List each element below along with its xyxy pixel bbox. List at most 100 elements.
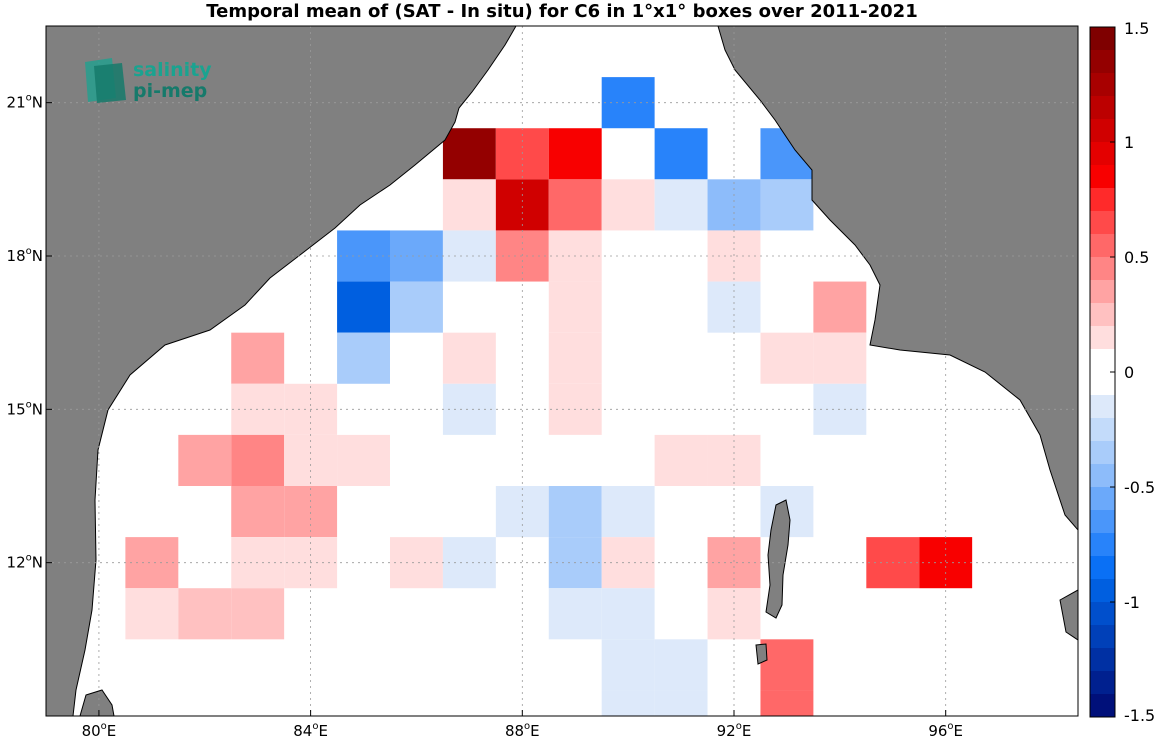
colorbar-tick-label: -1: [1124, 593, 1140, 612]
logo-line2: pi-mep: [133, 80, 207, 102]
cell-85E-17N: [337, 281, 390, 333]
colorbar-level: [1090, 50, 1115, 74]
logo-line1: salinity: [133, 59, 212, 81]
cell-83E-16N: [231, 332, 285, 384]
cell-92E-17N: [707, 281, 761, 333]
land-bangladesh-myanmar: [717, 26, 1078, 531]
cell-91E-9N: [654, 690, 708, 716]
land-little-andaman: [755, 643, 768, 665]
colorbar-level: [1090, 280, 1115, 304]
y-tick-label: 12oN: [7, 553, 43, 572]
cell-90E-13N: [601, 486, 655, 538]
cell-87E-12N: [442, 537, 496, 589]
cell-92E-11N: [707, 588, 761, 640]
cell-92E-12N: [707, 537, 761, 589]
x-tick-label: 96oE: [928, 721, 963, 740]
cell-87E-18N: [442, 230, 496, 282]
colorbar-tick-label: 0.5: [1124, 248, 1149, 267]
cell-92E-14N: [707, 434, 761, 486]
colorbar-level: [1090, 533, 1115, 557]
colorbar-level: [1090, 602, 1115, 626]
colorbar: 1.5 1 0.5 0 -0.5 -1 -1.5: [1089, 19, 1155, 725]
x-tick-label: 84oE: [293, 721, 328, 740]
cell-89E-13N: [548, 486, 602, 538]
colorbar-level: [1090, 211, 1115, 235]
cell-90E-11N: [601, 588, 655, 640]
cell-87E-19N: [442, 179, 496, 231]
cell-89E-20N: [548, 128, 602, 180]
cell-89E-11N: [548, 588, 602, 640]
logo-mark-front: [94, 63, 126, 103]
cell-91E-14N: [654, 434, 708, 486]
y-tick-label: 18oN: [7, 246, 43, 265]
cell-89E-17N: [548, 281, 602, 333]
cell-94E-16N: [813, 332, 867, 384]
cell-93E-9N: [760, 690, 814, 716]
longitude-axis: 80oE 84oE 88oE 92oE 96oE: [82, 710, 963, 740]
colorbar-level: [1090, 142, 1115, 166]
colorbar-tick-label: 1.5: [1124, 19, 1149, 38]
graticule: [46, 26, 1078, 716]
cell-91E-19N: [654, 179, 708, 231]
land-sri-lanka: [79, 689, 115, 716]
cell-82E-14N: [178, 434, 232, 486]
y-tick-label: 15oN: [7, 399, 43, 418]
cell-86E-17N: [390, 281, 443, 333]
cell-83E-13N: [231, 486, 285, 538]
colorbar-level: [1090, 303, 1115, 327]
cell-91E-20N: [654, 128, 708, 180]
colorbar-level: [1090, 487, 1115, 511]
colorbar-level: [1090, 257, 1115, 281]
colorbar-tick-label: 0: [1124, 363, 1134, 382]
colorbar-level: [1090, 694, 1115, 718]
cell-92E-19N: [707, 179, 761, 231]
colorbar-level: [1090, 326, 1115, 350]
cell-88E-19N: [495, 179, 549, 231]
cell-85E-14N: [337, 434, 390, 486]
cell-90E-10N: [601, 639, 655, 691]
cell-94E-17N: [813, 281, 867, 333]
land-india: [46, 26, 517, 716]
cell-88E-13N: [495, 486, 549, 538]
x-tick-label: 80oE: [82, 721, 117, 740]
cell-84E-14N: [284, 434, 338, 486]
colorbar-level: [1090, 234, 1115, 258]
x-tick-label: 88oE: [505, 721, 540, 740]
cell-82E-11N: [178, 588, 232, 640]
land-andaman-islands: [765, 499, 791, 619]
colorbar-tick-label: 1: [1124, 133, 1134, 152]
colorbar-level: [1090, 73, 1115, 97]
cell-90E-19N: [601, 179, 655, 231]
cell-93E-16N: [760, 332, 814, 384]
land-masses: [46, 26, 1078, 716]
colorbar-level: [1090, 165, 1115, 189]
colorbar-level: [1090, 418, 1115, 442]
cell-93E-10N: [760, 639, 814, 691]
colorbar-level: [1090, 671, 1115, 695]
cell-86E-18N: [390, 230, 443, 282]
cell-89E-16N: [548, 332, 602, 384]
colorbar-level: [1090, 349, 1115, 373]
colorbar-ticks: 1.5 1 0.5 0 -0.5 -1 -1.5: [1110, 19, 1155, 725]
cell-85E-18N: [337, 230, 390, 282]
cell-83E-11N: [231, 588, 285, 640]
colorbar-level: [1090, 556, 1115, 580]
cell-81E-12N: [125, 537, 179, 589]
map-border: [45, 25, 1079, 717]
cell-86E-12N: [390, 537, 443, 589]
cell-87E-16N: [442, 332, 496, 384]
cell-85E-16N: [337, 332, 390, 384]
x-tick-label: 92oE: [717, 721, 752, 740]
colorbar-level: [1090, 625, 1115, 649]
colorbar-level: [1090, 441, 1115, 465]
cell-83E-14N: [231, 434, 285, 486]
y-tick-label: 21oN: [7, 93, 43, 112]
colorbar-level: [1090, 96, 1115, 120]
colorbar-level: [1090, 648, 1115, 672]
colorbar-level: [1090, 579, 1115, 603]
colorbar-level: [1090, 27, 1115, 51]
cell-93E-19N: [760, 179, 814, 231]
cell-84E-13N: [284, 486, 338, 538]
colorbar-level: [1090, 119, 1115, 143]
